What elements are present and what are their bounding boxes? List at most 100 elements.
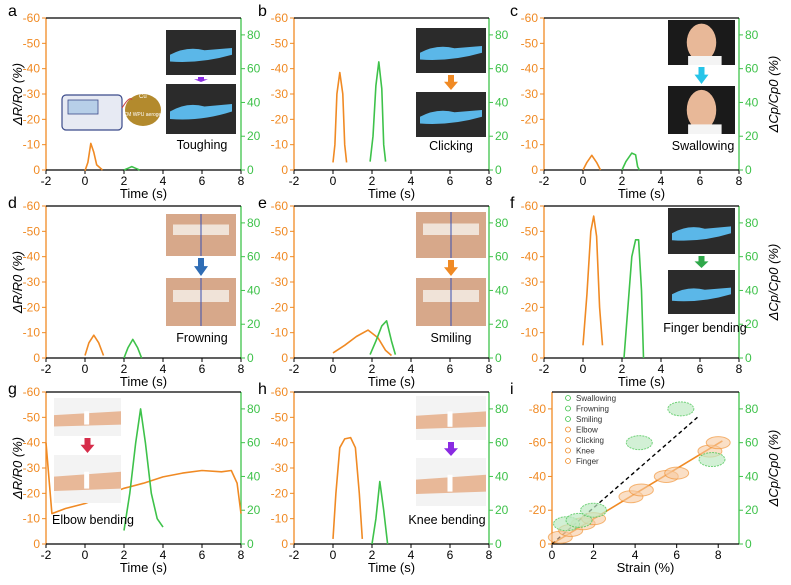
lcr-meter-icon: Cu CM WPU aerogel xyxy=(61,94,162,131)
left-tick-label: -50 xyxy=(271,224,289,238)
series-line-green xyxy=(371,480,389,545)
legend-marker xyxy=(565,458,571,464)
legend-label: Elbow xyxy=(576,426,598,435)
glove-hand-shape xyxy=(420,110,482,124)
left-tick-label: -50 xyxy=(271,410,289,424)
right-tick-label: 20 xyxy=(495,503,509,517)
left-tick-label: -20 xyxy=(23,300,41,314)
x-tick-label: 6 xyxy=(199,362,206,376)
left-tick-label: -30 xyxy=(271,275,289,289)
x-tick-label: 8 xyxy=(736,174,743,188)
left-tick-label: -40 xyxy=(23,250,41,264)
left-tick-label: -60 xyxy=(521,199,539,213)
panel-letter: f xyxy=(510,195,515,212)
panel-letter: c xyxy=(510,3,518,20)
left-tick-label: 0 xyxy=(539,537,546,551)
legend-marker xyxy=(565,447,571,454)
device-label-cu: Cu xyxy=(139,94,147,100)
x-tick-label: 4 xyxy=(408,362,415,376)
x-tick-label: 2 xyxy=(619,362,626,376)
right-tick-label: 0 xyxy=(495,163,502,177)
scatter-plot xyxy=(547,401,731,545)
right-axis-label: ΔCp/Cp0 (%) xyxy=(766,430,781,508)
right-tick-label: 40 xyxy=(495,95,509,109)
series-line-orange xyxy=(332,436,364,539)
panel-letter: d xyxy=(8,195,17,212)
x-tick-label: 0 xyxy=(330,362,337,376)
left-tick-label: -40 xyxy=(521,62,539,76)
left-tick-label: -40 xyxy=(271,62,289,76)
legend-label: Frowning xyxy=(576,405,609,414)
x-tick-label: 0 xyxy=(82,362,89,376)
right-tick-label: 80 xyxy=(495,28,509,42)
legend-label: Clicking xyxy=(576,436,604,445)
right-tick-label: 60 xyxy=(495,436,509,450)
right-tick-label: 80 xyxy=(247,28,261,42)
x-tick-label: -2 xyxy=(289,362,300,376)
x-tick-label: 0 xyxy=(82,174,89,188)
left-tick-label: -50 xyxy=(23,224,41,238)
left-tick-label: -30 xyxy=(521,87,539,101)
collar-shape xyxy=(688,56,722,65)
series-line-orange xyxy=(45,442,242,515)
x-tick-label: -2 xyxy=(539,362,550,376)
series-line-orange xyxy=(332,71,348,163)
panel-caption: Smiling xyxy=(431,331,472,345)
legend-marker xyxy=(565,416,571,422)
left-tick-label: 0 xyxy=(33,163,40,177)
right-tick-label: 20 xyxy=(745,317,759,331)
right-tick-label: 60 xyxy=(247,62,261,76)
left-tick-label: -40 xyxy=(271,436,289,450)
face-shape xyxy=(686,89,717,131)
left-tick-label: -30 xyxy=(521,275,539,289)
down-arrow-icon xyxy=(194,258,208,276)
series-line-orange xyxy=(582,154,602,171)
glove-hand-shape xyxy=(420,46,482,60)
right-tick-label: 60 xyxy=(247,436,261,450)
series-line-green xyxy=(123,338,143,359)
right-tick-label: 80 xyxy=(495,216,509,230)
right-tick-label: 20 xyxy=(247,129,261,143)
x-tick-label: 2 xyxy=(619,174,626,188)
left-tick-label: -10 xyxy=(521,138,539,152)
x-tick-label: -2 xyxy=(41,362,52,376)
left-tick-label: -10 xyxy=(23,512,41,526)
orange-point xyxy=(628,483,654,497)
glove-hand-shape xyxy=(672,287,731,302)
x-tick-label: 8 xyxy=(486,362,493,376)
x-tick-label: 4 xyxy=(632,548,639,562)
inset-photo xyxy=(54,455,121,503)
x-tick-label: 4 xyxy=(160,548,167,562)
inset-photo xyxy=(416,212,486,258)
left-axis-label: ΔR/R0 (%) xyxy=(10,63,25,126)
x-tick-label: 0 xyxy=(580,362,587,376)
right-tick-label: 20 xyxy=(745,503,759,517)
panel-letter: e xyxy=(258,195,267,212)
x-tick-label: 2 xyxy=(369,362,376,376)
cable xyxy=(121,98,133,109)
x-tick-label: -2 xyxy=(41,548,52,562)
left-tick-label: 0 xyxy=(33,351,40,365)
series-line-green xyxy=(123,408,164,531)
left-tick-label: 0 xyxy=(531,351,538,365)
inset-photo xyxy=(668,270,735,314)
left-tick-label: -60 xyxy=(23,199,41,213)
left-tick-label: -30 xyxy=(271,87,289,101)
left-tick-label: -30 xyxy=(23,275,41,289)
left-tick-label: -40 xyxy=(271,250,289,264)
x-tick-label: 2 xyxy=(590,548,597,562)
x-tick-label: 2 xyxy=(121,174,128,188)
glove-hand-shape xyxy=(672,226,731,241)
panel-i: 0 2 4 6 8 Strain (%) 0 -20 -40 -60 -80 0 20 40 60 80 ΔCp… xyxy=(510,381,781,575)
left-tick-label: -50 xyxy=(521,36,539,50)
panel-caption: Frowning xyxy=(176,331,227,345)
green-point xyxy=(625,435,653,451)
left-tick-label: -60 xyxy=(23,385,41,399)
right-tick-label: 60 xyxy=(495,62,509,76)
